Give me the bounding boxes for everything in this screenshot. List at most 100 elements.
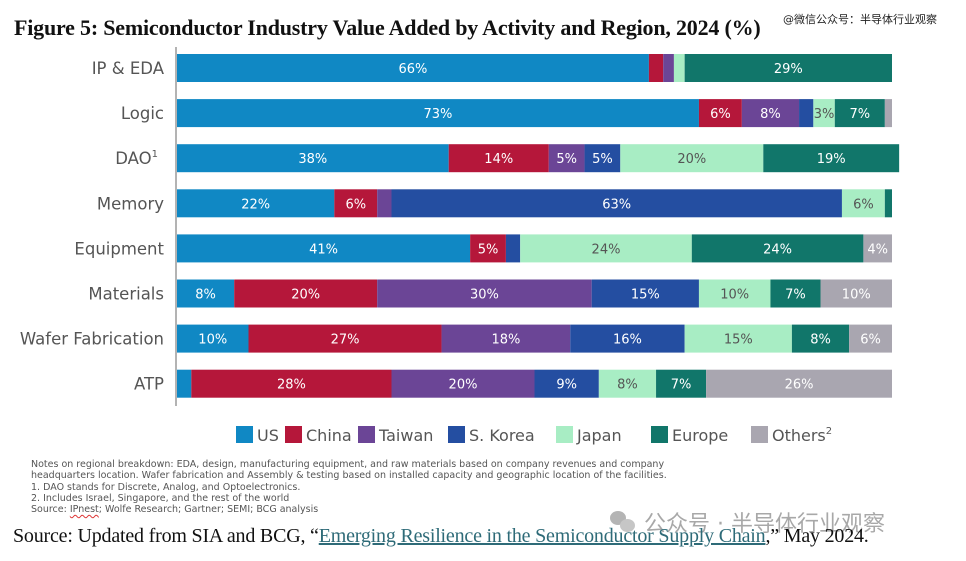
data-label: 8% (810, 333, 831, 348)
data-label: 7% (850, 107, 871, 122)
legend-label: S. Korea (469, 426, 535, 445)
bar-segment (377, 279, 592, 308)
bar-segment (505, 234, 521, 263)
bar-segment (763, 144, 900, 173)
bar-segment (648, 54, 664, 82)
bar-segment (191, 369, 392, 398)
bar-segment (177, 279, 235, 308)
category-label: Equipment (74, 239, 164, 258)
category-label: IP & EDA (92, 59, 165, 78)
data-label: 5% (556, 152, 577, 167)
data-label: 7% (671, 378, 692, 393)
data-label: 4% (867, 242, 888, 257)
watermark-top: @微信公众号：半导体行业观察 (783, 13, 937, 26)
note-source-line: Source: IPnest; Wolfe Research; Gartner;… (31, 504, 667, 515)
bar-segment (548, 144, 585, 173)
bar-segment (820, 279, 892, 308)
note-source-rest: ; Wolfe Research; Gartner; SEMI; BCG ana… (98, 504, 319, 516)
bar-segment (177, 144, 449, 173)
bar-segment (863, 234, 892, 263)
note-source-ipnest: IPnest (69, 504, 99, 516)
legend-swatch (448, 426, 465, 443)
bar-segment (448, 144, 549, 173)
data-label: 9% (556, 378, 577, 393)
bar-segment (470, 234, 506, 263)
bar-segment (673, 54, 685, 82)
data-label: 19% (817, 152, 846, 167)
data-label: 24% (592, 242, 621, 257)
legend-swatch (651, 426, 668, 443)
data-label: 8% (617, 378, 638, 393)
legend-label: Europe (672, 426, 728, 445)
bar-segment (884, 99, 892, 128)
bar-segment (698, 279, 771, 308)
bar-segment (741, 99, 800, 128)
data-label: 3% (814, 107, 835, 122)
category-label: Logic (121, 104, 164, 123)
legend-label: Taiwan (378, 426, 433, 445)
bar-segment (234, 279, 378, 308)
bar-segment (620, 144, 764, 173)
bar-segment (684, 54, 892, 82)
bar-segment (177, 324, 249, 353)
bar-segment (441, 324, 571, 353)
source-citation: Source: Updated from SIA and BCG, “Emerg… (13, 525, 869, 548)
source-link[interactable]: Emerging Resilience in the Semiconductor… (318, 525, 766, 547)
data-label: 30% (470, 288, 499, 303)
data-label: 15% (724, 333, 753, 348)
data-label: 38% (298, 152, 327, 167)
bar-segment (884, 189, 892, 218)
data-label: 10% (720, 288, 749, 303)
data-label: 6% (853, 197, 874, 212)
data-label: 22% (241, 197, 270, 212)
note-line: headquarters location. Wafer fabrication… (31, 470, 667, 482)
data-label: 20% (677, 152, 706, 167)
data-label: 16% (613, 333, 642, 348)
bar-segment (334, 189, 378, 218)
data-label: 29% (774, 62, 803, 77)
note-line: 2. Includes Israel, Singapore, and the r… (31, 492, 290, 504)
legend-swatch (358, 426, 375, 443)
bar-segment (177, 99, 699, 128)
bar-segment (177, 54, 649, 82)
legend-swatch (751, 426, 768, 443)
bar-segment (584, 144, 621, 173)
bar-segment (177, 234, 471, 263)
data-label: 6% (710, 107, 731, 122)
bar-segment (684, 324, 792, 353)
data-label: 8% (195, 288, 216, 303)
bar-segment (841, 189, 885, 218)
legend-swatch (285, 426, 302, 443)
watermark-bottom-text: 公众号 · 半导体行业观察 (644, 512, 885, 537)
bar-segment (520, 234, 692, 263)
data-label: 5% (478, 242, 499, 257)
bar-segment (849, 324, 892, 353)
bar-segment (656, 369, 707, 398)
watermark-bottom: 公众号 · 半导体行业观察 (610, 506, 885, 538)
data-label: 63% (602, 197, 631, 212)
stacked-bar-chart: IP & EDA 66% 29%Logic 73% 6% 8% 3% 7%DAO1 38% 14%… (20, 47, 900, 445)
data-label: 7% (785, 288, 806, 303)
category-label: ATP (134, 375, 164, 394)
bar-segment (813, 99, 835, 128)
bar-segment (391, 369, 535, 398)
data-label: 24% (763, 242, 792, 257)
bar-segment (534, 369, 599, 398)
bar-segment (177, 369, 192, 398)
data-label: 15% (631, 288, 660, 303)
data-label: 73% (424, 107, 453, 122)
data-label: 6% (345, 197, 366, 212)
note-line: 1. DAO stands for Discrete, Analog, and … (31, 481, 301, 493)
data-label: 41% (309, 242, 338, 257)
category-label: Materials (88, 285, 164, 304)
category-label: Wafer Fabrication (20, 330, 164, 349)
data-label: 10% (842, 288, 871, 303)
bar-segment (598, 369, 657, 398)
legend-swatch (556, 426, 573, 443)
bar-segment (177, 189, 335, 218)
data-label: 10% (198, 333, 227, 348)
data-label: 6% (860, 333, 881, 348)
data-label: 66% (398, 62, 427, 77)
bar-segment (248, 324, 442, 353)
bar-segment (591, 279, 699, 308)
